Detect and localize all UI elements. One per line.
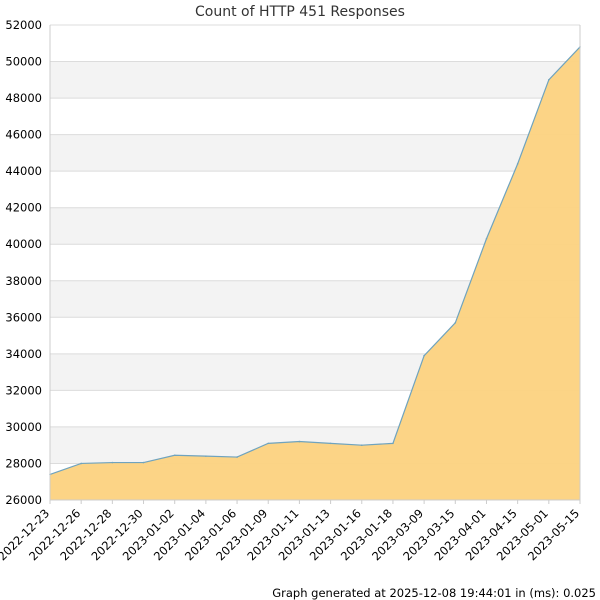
data-point	[548, 79, 550, 81]
data-point	[142, 461, 145, 464]
data-point	[516, 163, 519, 165]
y-tick-label: 48000	[5, 91, 42, 105]
data-point	[205, 455, 207, 457]
series-line	[49, 46, 581, 475]
area-layer	[49, 46, 581, 501]
data-point	[267, 442, 270, 445]
y-tick-label: 36000	[5, 310, 42, 324]
y-tick-labels: 26000 28000 30000 32000 34000 36000 38000 40000…	[5, 18, 42, 507]
data-point	[298, 440, 301, 443]
data-point	[392, 442, 394, 445]
grid-band	[50, 134, 580, 172]
y-tick-label: 32000	[5, 383, 42, 397]
y-tick-label: 26000	[5, 493, 42, 507]
y-tick-label: 42000	[5, 201, 42, 215]
grid-band	[50, 61, 580, 99]
y-tick-label: 34000	[5, 347, 42, 361]
y-tick-label: 50000	[5, 55, 42, 69]
footer-generated-text: Graph generated at 2025-12-08 19:44:01 i…	[272, 586, 596, 600]
data-point	[173, 454, 176, 457]
y-tick-label: 44000	[5, 164, 42, 178]
data-point	[360, 444, 363, 446]
data-point	[80, 462, 82, 465]
data-point	[329, 442, 332, 445]
data-point	[423, 354, 425, 357]
data-point	[454, 321, 457, 324]
y-tick-label: 46000	[5, 128, 42, 142]
data-point	[236, 456, 238, 458]
data-point	[111, 461, 114, 464]
chart-title: Count of HTTP 451 Responses	[195, 4, 405, 20]
series-area	[50, 46, 580, 501]
y-tick-label: 40000	[5, 237, 42, 251]
y-tick-label: 28000	[5, 456, 42, 470]
y-tick-label: 52000	[5, 18, 42, 32]
axes	[49, 25, 581, 504]
y-tick-label: 30000	[5, 420, 42, 434]
y-tick-label: 38000	[5, 274, 42, 288]
x-tick-labels: 2022-12-232022-12-262022-12-282022-12-30…	[0, 506, 582, 563]
data-point	[485, 237, 488, 240]
